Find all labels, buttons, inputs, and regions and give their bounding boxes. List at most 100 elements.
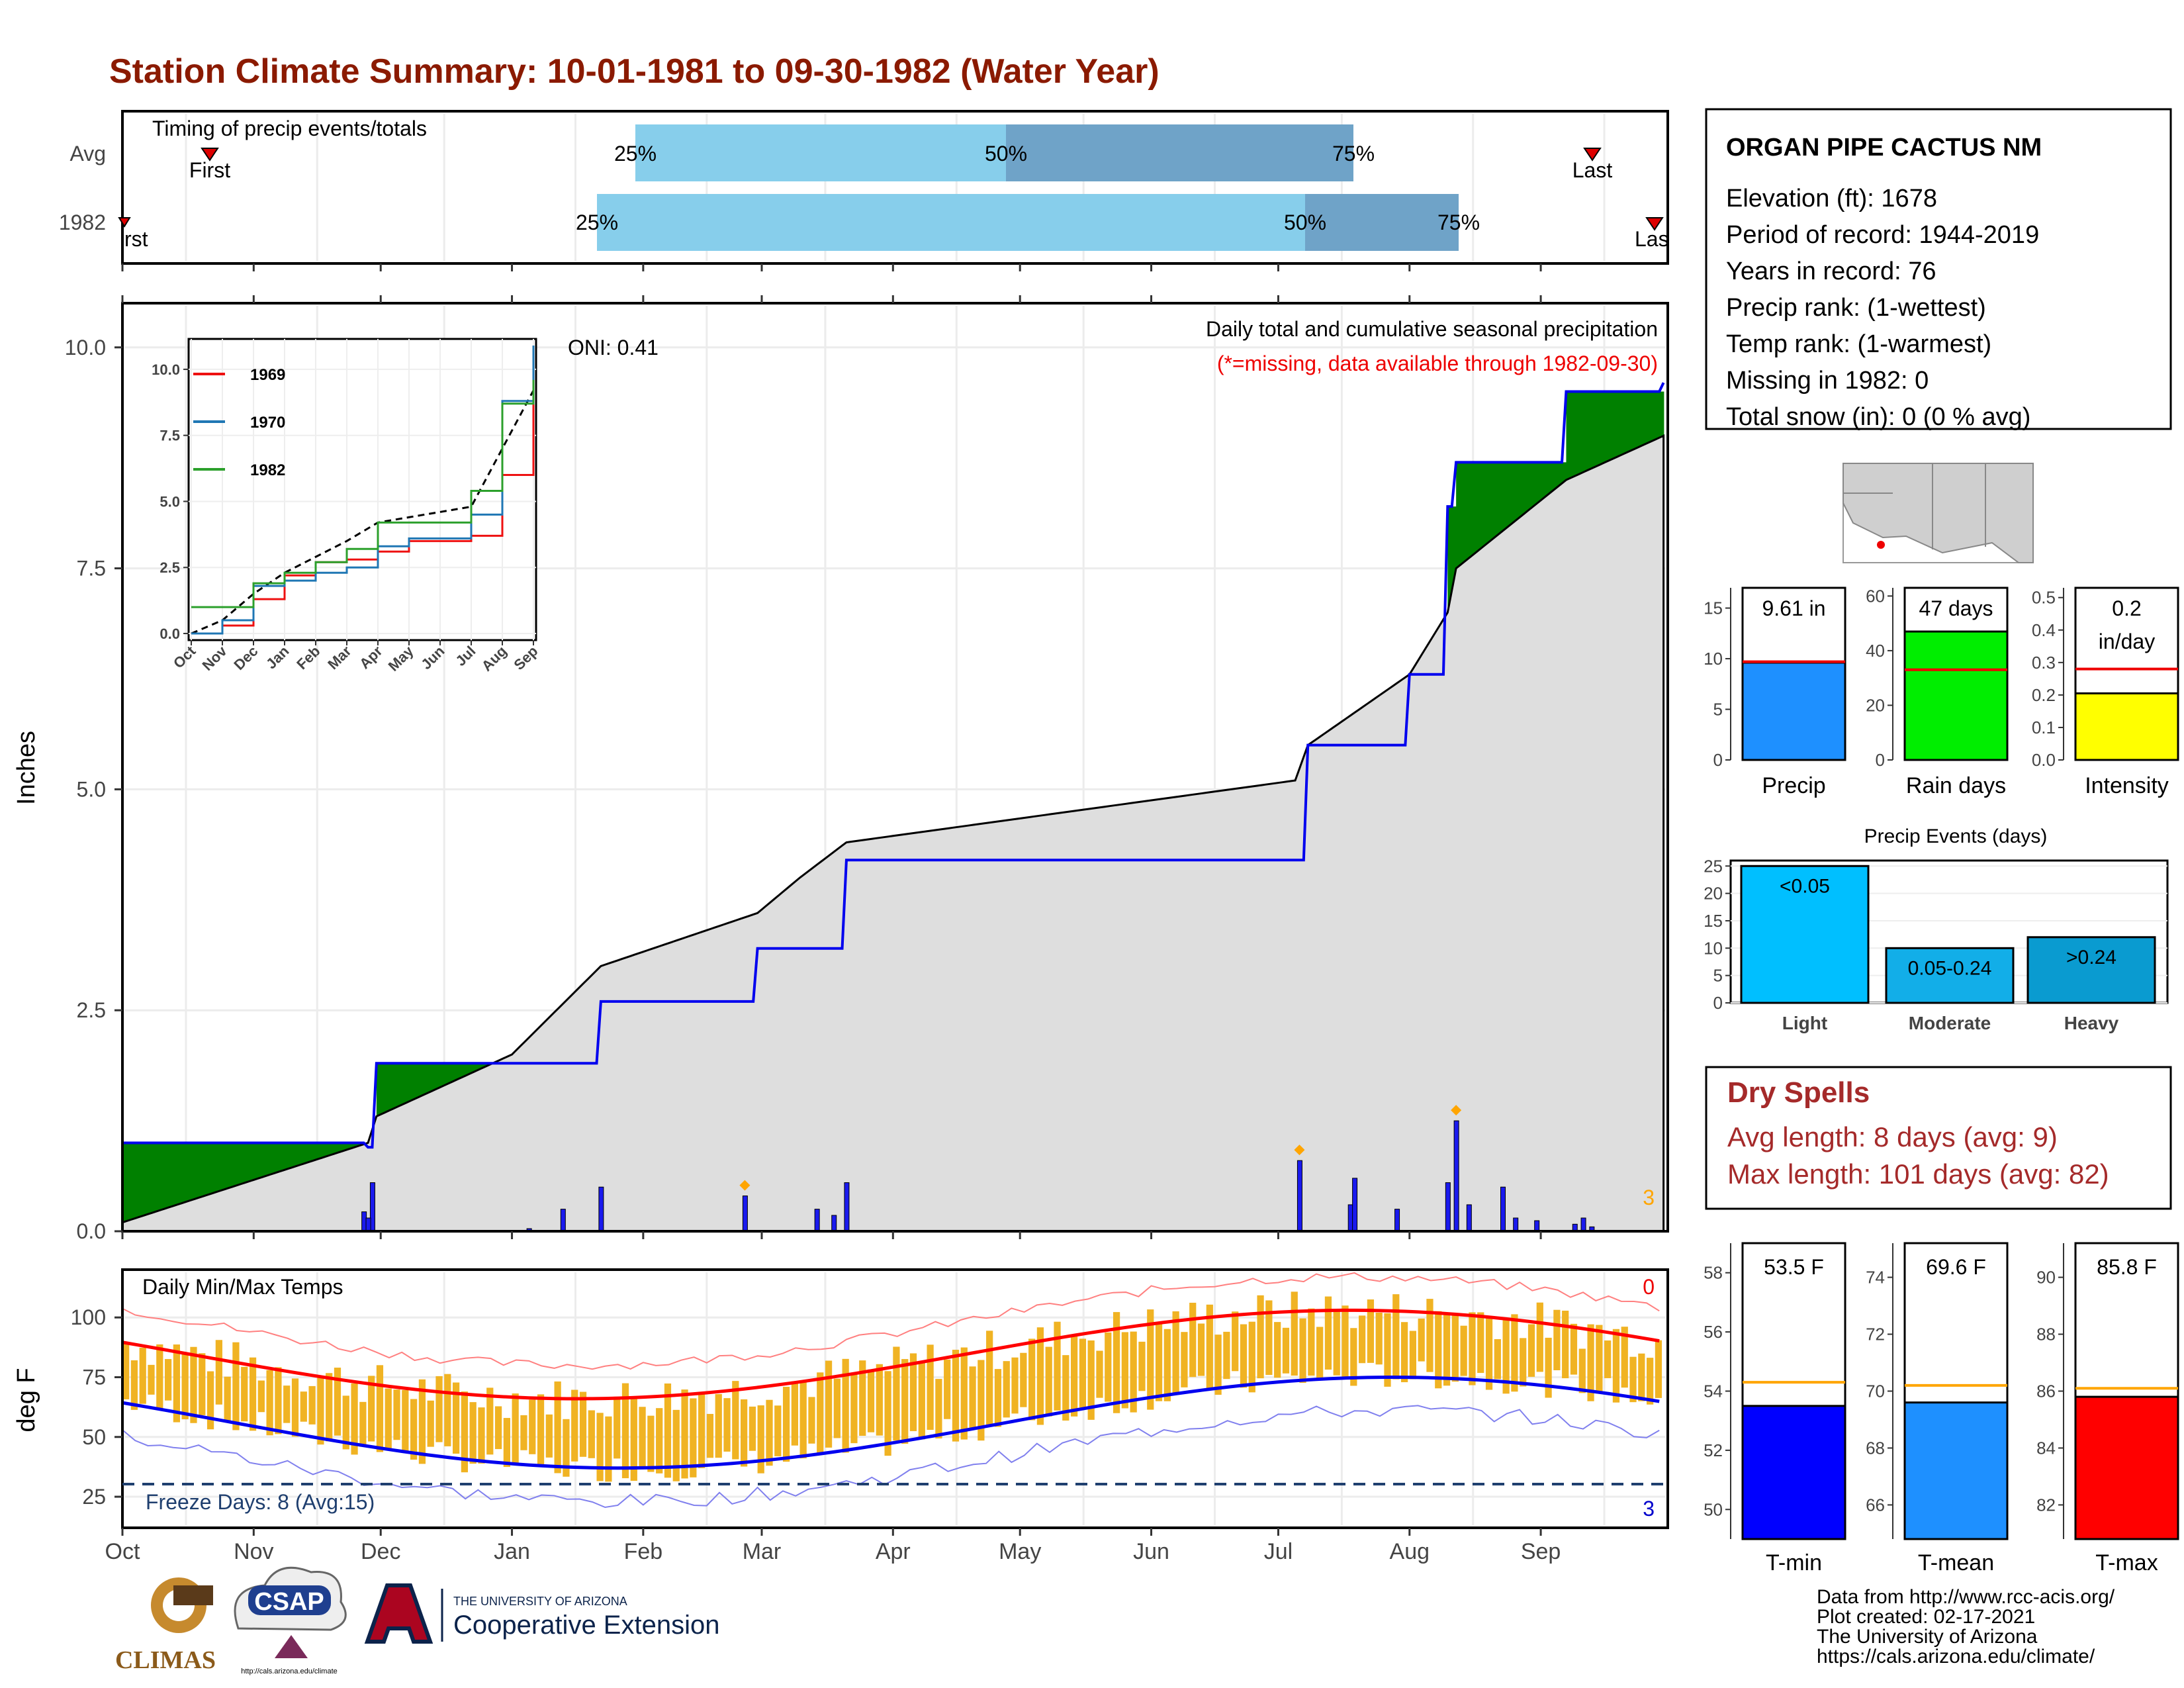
- departure-fill: [236, 1143, 242, 1186]
- daily-temp-range: [190, 1346, 197, 1423]
- daily-temp-range: [300, 1391, 307, 1422]
- daily-temp-range: [774, 1405, 782, 1456]
- daily-temp-range: [461, 1391, 469, 1473]
- departure-fill: [262, 1143, 267, 1178]
- daily-temp-range: [1232, 1311, 1239, 1372]
- departure-fill: [389, 1063, 394, 1111]
- timing-title: Timing of precip events/totals: [152, 117, 427, 140]
- daily-temp-range: [385, 1388, 392, 1449]
- temp-panel: Daily Min/Max Temps Freeze Days: 8 (Avg:…: [13, 1268, 1669, 1564]
- daily-temp-range: [317, 1377, 324, 1445]
- departure-fill: [1456, 462, 1461, 569]
- daily-temp-range: [156, 1344, 163, 1410]
- daily-temp-range: [978, 1360, 985, 1441]
- daily-temp-range: [927, 1344, 934, 1430]
- daily-temp-range: [1054, 1321, 1061, 1411]
- daily-temp-range: [741, 1399, 748, 1467]
- departure-fill: [1625, 391, 1631, 453]
- daily-temp-range: [1189, 1303, 1197, 1378]
- daily-temp-range: [241, 1366, 248, 1422]
- daily-temp-range: [1079, 1338, 1087, 1408]
- departure-fill: [1612, 391, 1618, 459]
- station-line-3: Precip rank: (1-wettest): [1726, 294, 1986, 322]
- departure-fill: [347, 1143, 352, 1150]
- daily-precip-bar: [1500, 1186, 1506, 1232]
- daily-temp-range: [647, 1415, 655, 1472]
- departure-fill: [381, 1063, 386, 1115]
- departure-fill: [211, 1143, 216, 1194]
- daily-temp-range: [503, 1418, 510, 1468]
- departure-fill: [308, 1143, 314, 1162]
- departure-fill: [122, 1143, 128, 1223]
- departure-fill: [1629, 391, 1635, 451]
- daily-precip-bar: [365, 1217, 371, 1232]
- daily-temp-range: [342, 1395, 349, 1450]
- departure-fill: [448, 1063, 453, 1084]
- page-title: Station Climate Summary: 10-01-1981 to 0…: [109, 52, 1160, 91]
- departure-fill: [1578, 391, 1584, 475]
- event-category-label: Moderate: [1909, 1013, 1991, 1033]
- daily-temp-range: [706, 1413, 714, 1458]
- departure-fill: [1638, 391, 1643, 447]
- departure-fill: [457, 1063, 462, 1080]
- avg-q50-label: 50%: [985, 142, 1027, 165]
- month-label: Dec: [361, 1539, 400, 1564]
- departure-fill: [418, 1063, 424, 1098]
- departure-fill: [1604, 391, 1610, 463]
- month-label: Oct: [105, 1539, 140, 1564]
- daily-temp-range: [876, 1364, 883, 1436]
- daily-temp-range: [842, 1358, 849, 1453]
- tbar-ytick-label: 58: [1704, 1263, 1723, 1283]
- daily-temp-range: [833, 1378, 841, 1438]
- daily-temp-range: [224, 1376, 231, 1421]
- departure-fill: [317, 1143, 322, 1160]
- departure-fill: [1494, 462, 1499, 538]
- daily-temp-range: [1485, 1317, 1493, 1390]
- departure-fill: [130, 1143, 136, 1220]
- raindays-mini-chart: 0 20 40 60 47 days Rain days: [1866, 586, 2009, 798]
- departure-fill: [461, 1063, 466, 1078]
- departure-fill: [160, 1143, 165, 1211]
- daily-temp-range: [1511, 1314, 1518, 1392]
- station-location-dot: [1877, 541, 1885, 549]
- departure-fill: [1502, 462, 1508, 532]
- avg-tmax-line: [122, 1308, 1660, 1401]
- departure-fill: [478, 1063, 483, 1070]
- main-subtitle: Daily total and cumulative seasonal prec…: [1206, 317, 1658, 341]
- daily-precip-bar: [814, 1209, 820, 1232]
- daily-temp-range: [909, 1353, 917, 1431]
- daily-precip-bar: [1453, 1120, 1459, 1232]
- daily-temp-range: [554, 1381, 561, 1474]
- daily-temp-range: [1062, 1355, 1069, 1421]
- daily-temp-range: [723, 1398, 731, 1452]
- mini-ytick-label: 5: [1713, 700, 1723, 720]
- daily-temp-range: [1342, 1305, 1349, 1380]
- daily-temp-range: [1443, 1315, 1451, 1386]
- mini-value-label: 47 days: [1919, 596, 1993, 620]
- daily-temp-range: [960, 1347, 968, 1440]
- departure-fill: [1490, 462, 1495, 541]
- departure-fill: [279, 1143, 284, 1172]
- daily-temp-range: [1604, 1340, 1612, 1378]
- daily-temp-range: [766, 1399, 773, 1466]
- climas-text: CLIMAS: [115, 1646, 216, 1674]
- departure-fill: [1621, 391, 1626, 455]
- departure-fill: [181, 1143, 187, 1203]
- daily-temp-range: [402, 1389, 409, 1453]
- departure-fill: [220, 1143, 225, 1191]
- event-bar-heavy: [2026, 936, 2156, 1004]
- daily-temp-range: [579, 1391, 587, 1457]
- daily-temp-range: [571, 1389, 578, 1462]
- mini-value-bar: [1903, 630, 2009, 761]
- inset-series-1982: [191, 379, 535, 608]
- departure-fill: [1477, 462, 1482, 551]
- events-ytick-label: 15: [1704, 911, 1723, 931]
- daily-temp-range: [130, 1360, 138, 1410]
- mini-value-label: 0.2: [2112, 596, 2141, 620]
- month-label: Aug: [1390, 1539, 1430, 1564]
- daily-temp-range: [1400, 1322, 1408, 1383]
- year-last-label: Las: [1635, 227, 1669, 251]
- daily-temp-range: [1367, 1299, 1375, 1363]
- daily-temp-range: [122, 1342, 130, 1399]
